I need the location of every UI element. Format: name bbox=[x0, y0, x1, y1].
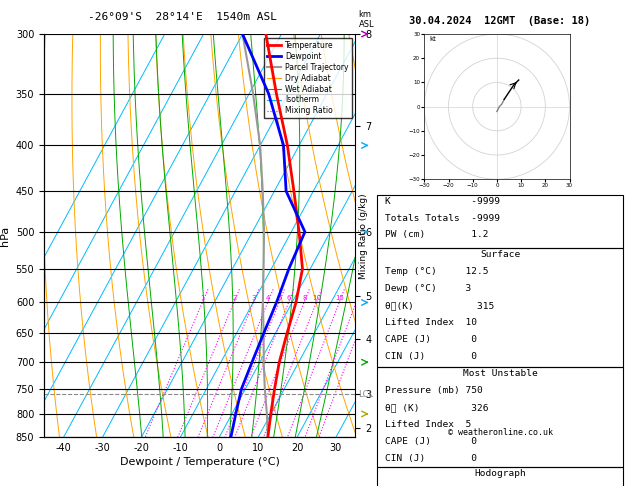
Text: 8: 8 bbox=[303, 295, 307, 301]
Text: kt: kt bbox=[429, 36, 436, 42]
Text: 2: 2 bbox=[232, 295, 237, 301]
Text: CIN (J)        0: CIN (J) 0 bbox=[385, 454, 477, 463]
Text: CAPE (J)       0: CAPE (J) 0 bbox=[385, 335, 477, 344]
Y-axis label: hPa: hPa bbox=[0, 226, 10, 246]
Text: -10: -10 bbox=[172, 443, 188, 453]
Text: 3: 3 bbox=[252, 295, 256, 301]
Text: 5: 5 bbox=[277, 295, 282, 301]
Text: θᴇ(K)           315: θᴇ(K) 315 bbox=[385, 301, 494, 310]
Text: Most Unstable: Most Unstable bbox=[463, 369, 537, 378]
Legend: Temperature, Dewpoint, Parcel Trajectory, Dry Adiabat, Wet Adiabat, Isotherm, Mi: Temperature, Dewpoint, Parcel Trajectory… bbox=[264, 38, 352, 119]
Text: 20: 20 bbox=[291, 443, 303, 453]
Text: -26°09'S  28°14'E  1540m ASL: -26°09'S 28°14'E 1540m ASL bbox=[88, 12, 277, 22]
Text: km
ASL: km ASL bbox=[359, 10, 374, 29]
Text: PW (cm)        1.2: PW (cm) 1.2 bbox=[385, 230, 488, 240]
Text: 0: 0 bbox=[216, 443, 222, 453]
Text: CIN (J)        0: CIN (J) 0 bbox=[385, 352, 477, 361]
Text: © weatheronline.co.uk: © weatheronline.co.uk bbox=[448, 428, 552, 437]
Text: Surface: Surface bbox=[480, 250, 520, 259]
Text: K              -9999: K -9999 bbox=[385, 197, 500, 207]
Text: Temp (°C)     12.5: Temp (°C) 12.5 bbox=[385, 267, 488, 276]
Text: 30.04.2024  12GMT  (Base: 18): 30.04.2024 12GMT (Base: 18) bbox=[409, 16, 591, 26]
Text: 15: 15 bbox=[335, 295, 344, 301]
Text: Dewp (°C)     3: Dewp (°C) 3 bbox=[385, 284, 471, 293]
Text: -20: -20 bbox=[133, 443, 149, 453]
Text: -40: -40 bbox=[55, 443, 71, 453]
Text: CAPE (J)       0: CAPE (J) 0 bbox=[385, 437, 477, 446]
Text: Pressure (mb) 750: Pressure (mb) 750 bbox=[385, 386, 482, 395]
X-axis label: Dewpoint / Temperature (°C): Dewpoint / Temperature (°C) bbox=[120, 457, 280, 467]
Text: Lifted Index  5: Lifted Index 5 bbox=[385, 420, 471, 429]
Text: 30: 30 bbox=[330, 443, 342, 453]
Text: Hodograph: Hodograph bbox=[474, 469, 526, 478]
Text: 6: 6 bbox=[287, 295, 291, 301]
Text: θᴇ (K)         326: θᴇ (K) 326 bbox=[385, 403, 488, 412]
Text: Mixing Ratio (g/kg): Mixing Ratio (g/kg) bbox=[359, 193, 367, 278]
Text: 10: 10 bbox=[252, 443, 264, 453]
Text: 4: 4 bbox=[266, 295, 270, 301]
Text: Totals Totals  -9999: Totals Totals -9999 bbox=[385, 213, 500, 223]
Text: 10: 10 bbox=[312, 295, 321, 301]
Text: LCL: LCL bbox=[359, 390, 374, 399]
Text: 1: 1 bbox=[201, 295, 205, 301]
Text: -30: -30 bbox=[94, 443, 110, 453]
Text: Lifted Index  10: Lifted Index 10 bbox=[385, 318, 477, 327]
